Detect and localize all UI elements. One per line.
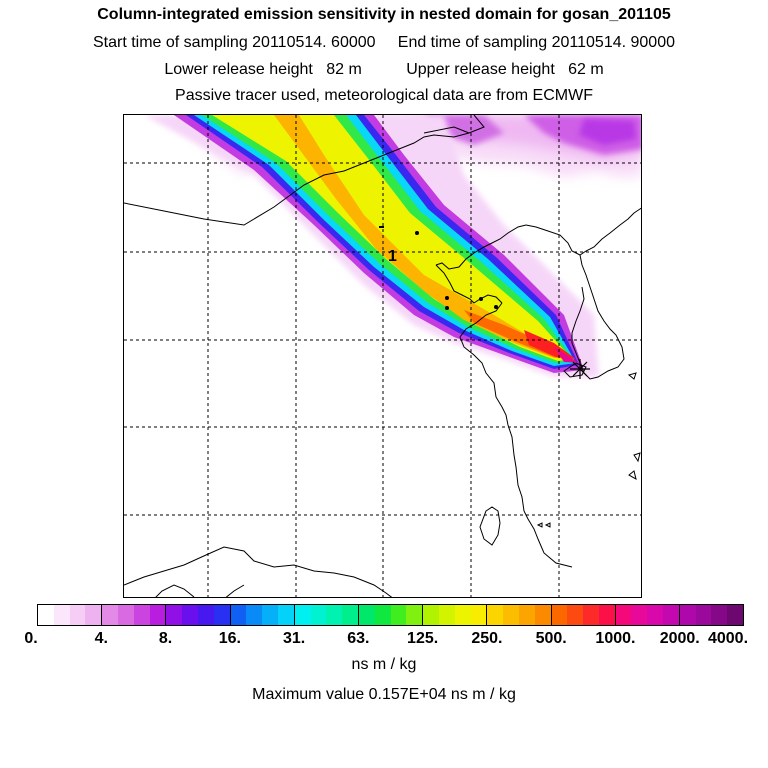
- colorbar-tick-label: 500.: [535, 630, 567, 647]
- colorbar: [37, 604, 744, 626]
- colorbar-swatch: [438, 605, 455, 625]
- colorbar-swatch: [503, 605, 519, 625]
- colorbar-tick-label: 4.: [94, 630, 108, 647]
- receptor-star-icon: [570, 359, 590, 379]
- colorbar-tick-label: 125.: [407, 630, 439, 647]
- colorbar-swatch: [406, 605, 424, 625]
- colorbar-swatch: [583, 605, 599, 625]
- sampling-time-line: Start time of sampling 20110514. 60000 E…: [92, 34, 675, 51]
- colorbar-swatch: [230, 605, 247, 625]
- colorbar-swatch: [53, 605, 70, 625]
- colorbar-swatch: [213, 605, 231, 625]
- colorbar-tick-label: 1000.: [595, 630, 636, 647]
- colorbar-swatch: [310, 605, 327, 625]
- colorbar-tick-label: 31.: [282, 630, 306, 647]
- colorbar-tick-label: 250.: [471, 630, 503, 647]
- colorbar-swatch: [182, 605, 198, 625]
- colorbar-swatch: [246, 605, 263, 625]
- colorbar-swatch: [102, 605, 118, 625]
- colorbar-swatch: [390, 605, 407, 625]
- maximum-value-label: Maximum value 0.157E+04 ns m / kg: [252, 686, 516, 703]
- colorbar-tick-label: 0.: [24, 630, 38, 647]
- colorbar-unit-label: ns m / kg: [351, 656, 417, 673]
- colorbar-swatch: [374, 605, 391, 625]
- colorbar-swatch: [149, 605, 167, 625]
- lat-lon-grid: [124, 115, 641, 597]
- colorbar-swatch: [454, 605, 471, 625]
- colorbar-swatch: [358, 605, 375, 625]
- colorbar-swatch: [277, 605, 295, 625]
- colorbar-swatch: [727, 605, 744, 625]
- colorbar-swatch: [518, 605, 535, 625]
- sensitivity-field: [144, 115, 641, 377]
- colorbar-tick-label: 16.: [218, 630, 241, 647]
- colorbar-swatch: [695, 605, 712, 625]
- colorbar-swatch: [117, 605, 134, 625]
- colorbar-swatch: [551, 605, 568, 625]
- colorbar-tick-label: 63.: [347, 630, 370, 647]
- tracer-info-line: Passive tracer used, meteorological data…: [175, 87, 593, 104]
- colorbar-swatch: [85, 605, 103, 625]
- colorbar-swatch: [631, 605, 648, 625]
- location-dots: [379, 226, 498, 310]
- colorbar-swatch: [663, 605, 680, 625]
- colorbar-swatch: [647, 605, 664, 625]
- colorbar-swatch: [487, 605, 504, 625]
- colorbar-swatch: [342, 605, 359, 625]
- plot-title: Column-integrated emission sensitivity i…: [97, 6, 671, 23]
- colorbar-swatch: [598, 605, 616, 625]
- colorbar-swatch: [534, 605, 552, 625]
- colorbar-swatch: [470, 605, 488, 625]
- colorbar-swatch: [711, 605, 728, 625]
- colorbar-swatch: [133, 605, 150, 625]
- colorbar-swatch: [197, 605, 214, 625]
- colorbar-swatch: [38, 605, 54, 625]
- cluster-label: 1: [388, 248, 397, 265]
- colorbar-swatch: [615, 605, 632, 625]
- colorbar-swatch: [294, 605, 311, 625]
- colorbar-tick-label: 4000.: [707, 630, 749, 647]
- colorbar-swatch: [262, 605, 278, 625]
- release-height-line: Lower release height 82 m Upper release …: [164, 61, 604, 78]
- colorbar-tick-label: 8.: [158, 630, 173, 647]
- coastlines: [124, 115, 641, 597]
- colorbar-swatch: [423, 605, 439, 625]
- colorbar-swatch: [69, 605, 86, 625]
- colorbar-swatch: [166, 605, 183, 625]
- colorbar-tick-label: 2000.: [659, 630, 700, 647]
- colorbar-swatch: [567, 605, 584, 625]
- emission-sensitivity-map: 1: [123, 114, 642, 598]
- colorbar-swatch: [679, 605, 696, 625]
- colorbar-swatch: [326, 605, 343, 625]
